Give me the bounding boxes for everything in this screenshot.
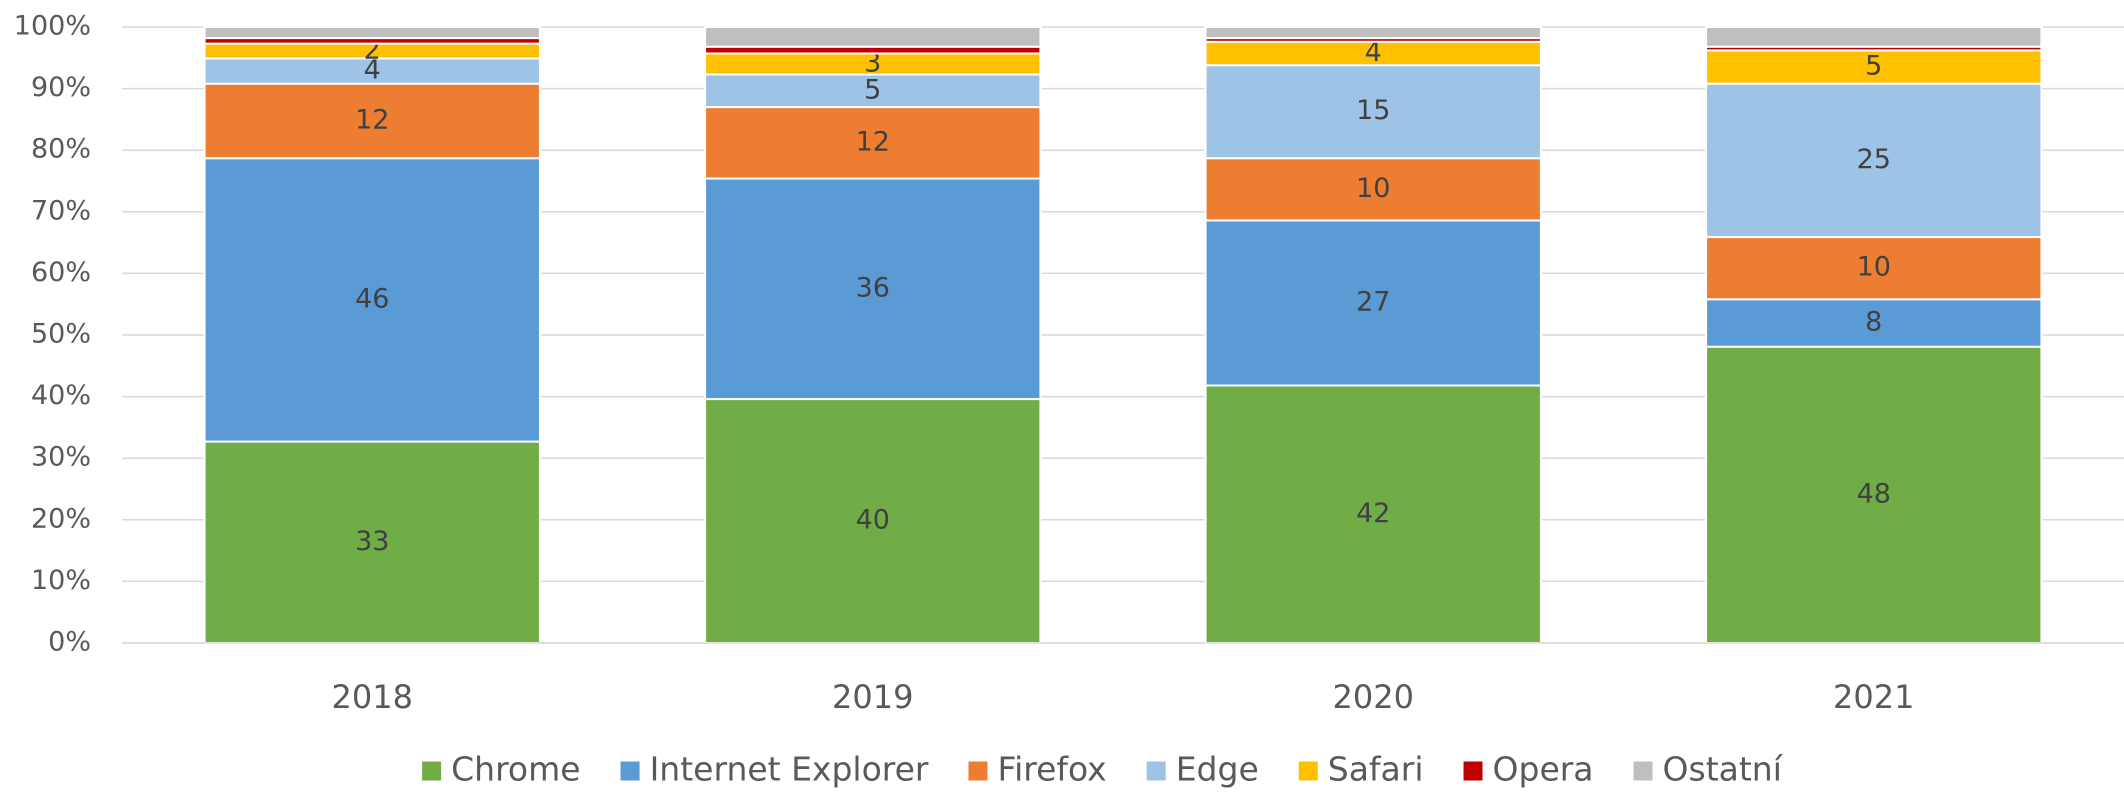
bar-segment xyxy=(1204,219,1542,387)
bar-segment xyxy=(704,177,1042,401)
data-label: 36 xyxy=(856,272,890,303)
data-label: 48 xyxy=(1857,478,1891,509)
y-tick-label: 60% xyxy=(31,257,91,288)
legend-label: Opera xyxy=(1493,750,1594,789)
y-tick-label: 20% xyxy=(31,503,91,534)
bar-segment xyxy=(1705,345,2043,644)
y-tick-label: 40% xyxy=(31,380,91,411)
data-label: 5 xyxy=(1865,51,1882,82)
x-tick-label: 2018 xyxy=(332,678,413,716)
bar-segment xyxy=(1204,384,1542,644)
bar-segment xyxy=(203,440,541,644)
bar-segment xyxy=(203,157,541,443)
bar-segment xyxy=(704,73,1042,109)
legend-label: Internet Explorer xyxy=(650,750,929,789)
bar-segment xyxy=(1204,26,1542,40)
legend-swatch xyxy=(1633,761,1653,781)
legend-swatch xyxy=(1298,761,1318,781)
y-tick-label: 90% xyxy=(31,72,91,103)
legend-swatch xyxy=(620,761,640,781)
bar-segment xyxy=(704,106,1042,180)
y-tick-label: 0% xyxy=(48,627,91,658)
bar-segment xyxy=(1705,236,2043,301)
legend-swatch xyxy=(422,761,442,781)
data-label: 8 xyxy=(1865,306,1882,337)
y-tick-label: 100% xyxy=(14,11,91,42)
x-tick-label: 2021 xyxy=(1833,678,1914,716)
bar-segment xyxy=(203,57,541,85)
legend-swatch xyxy=(1463,761,1483,781)
data-label: 33 xyxy=(355,526,389,557)
y-tick-label: 80% xyxy=(31,134,91,165)
data-label: 15 xyxy=(1356,95,1390,126)
bar-segment xyxy=(1705,82,2043,239)
bar-segment xyxy=(704,26,1042,48)
data-label: 10 xyxy=(1356,173,1390,204)
data-label: 4 xyxy=(1365,37,1382,68)
data-label: 12 xyxy=(355,104,389,135)
data-label: 27 xyxy=(1356,286,1390,317)
y-tick-label: 50% xyxy=(31,319,91,350)
legend-swatch xyxy=(1146,761,1166,781)
bar-segment xyxy=(1204,64,1542,160)
x-tick-label: 2020 xyxy=(1333,678,1414,716)
data-label: 46 xyxy=(355,283,389,314)
legend-label: Chrome xyxy=(451,750,580,789)
y-tick-label: 30% xyxy=(31,442,91,473)
bar-segment xyxy=(1705,26,2043,48)
data-label: 10 xyxy=(1857,252,1891,283)
data-label: 3 xyxy=(864,47,881,78)
legend-label: Edge xyxy=(1176,750,1259,789)
y-tick-label: 10% xyxy=(31,565,91,596)
bar-segment xyxy=(704,45,1042,55)
x-tick-label: 2019 xyxy=(832,678,913,716)
bar-segment xyxy=(1705,298,2043,348)
bar-segment xyxy=(704,398,1042,644)
bar-segment xyxy=(203,26,541,40)
data-label: 42 xyxy=(1356,498,1390,529)
bar-segment xyxy=(203,82,541,160)
legend-label: Firefox xyxy=(997,750,1106,789)
legend-swatch xyxy=(968,761,988,781)
legend-label: Safari xyxy=(1328,750,1424,789)
y-tick-label: 70% xyxy=(31,195,91,226)
data-label: 5 xyxy=(864,74,881,105)
bar-segment xyxy=(1204,157,1542,222)
data-label: 4 xyxy=(364,55,381,86)
data-label: 12 xyxy=(856,126,890,157)
legend-label: Ostatní xyxy=(1663,750,1784,789)
data-label: 25 xyxy=(1857,144,1891,175)
data-label: 40 xyxy=(856,505,890,536)
